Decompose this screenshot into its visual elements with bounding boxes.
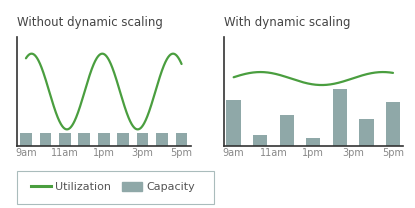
Bar	[386, 102, 400, 146]
Bar	[59, 133, 71, 146]
Bar	[359, 119, 374, 146]
Text: Without dynamic scaling: Without dynamic scaling	[17, 16, 163, 29]
Bar	[306, 138, 320, 146]
Bar	[253, 135, 267, 146]
Bar	[333, 89, 347, 146]
Bar	[137, 133, 149, 146]
Bar	[98, 133, 110, 146]
Bar	[20, 133, 32, 146]
Text: With dynamic scaling: With dynamic scaling	[224, 16, 351, 29]
Bar	[156, 133, 168, 146]
Bar	[78, 133, 90, 146]
Bar	[227, 100, 241, 146]
Bar	[280, 115, 294, 146]
Legend: Utilization, Capacity: Utilization, Capacity	[26, 178, 200, 197]
Bar	[39, 133, 51, 146]
Bar	[117, 133, 129, 146]
Bar	[176, 133, 188, 146]
